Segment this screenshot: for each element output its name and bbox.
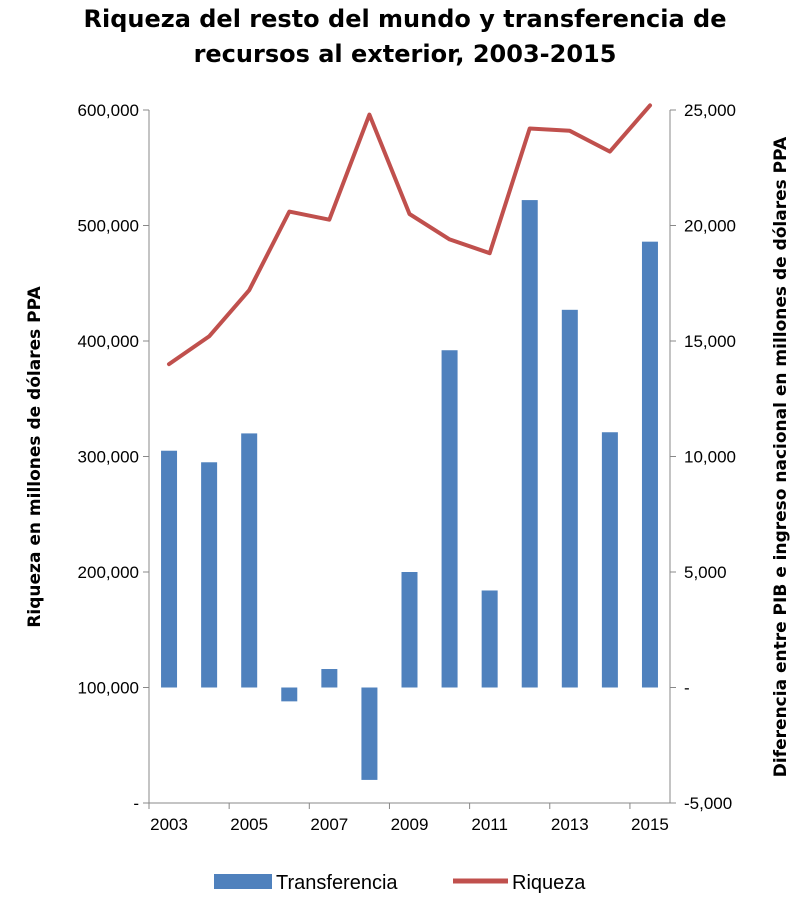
x-tick-label-2011: 2011 [471,815,508,834]
y-right-tick-label: 5,000 [684,563,727,582]
y-left-tick-label: 600,000 [78,101,139,120]
line-series [167,103,652,367]
legend-swatch-transferencia [214,874,272,889]
bar-transferencia-2015 [641,241,658,688]
y-right-tick-label: -5,000 [684,794,732,813]
bar-transferencia-2005 [241,433,258,688]
y-left-tick-label: 400,000 [78,332,139,351]
bar-transferencia-2004 [201,462,218,688]
y-right-tick-label: 20,000 [684,217,736,236]
y-right-tick-label: 25,000 [684,101,736,120]
x-tick-label-2003: 2003 [150,815,188,834]
bar-transferencia-2014 [601,432,618,688]
y-right-tick-label: - [684,679,690,698]
y-axis-right-label: Diferencia entre PIB e ingreso nacional … [771,136,791,777]
bar-transferencia-2007 [321,669,338,688]
x-tick-label-2013: 2013 [551,815,589,834]
legend: Transferencia Riqueza [214,872,586,894]
y-right-tick-label: 15,000 [684,332,736,351]
bar-transferencia-2012 [521,200,538,688]
bar-transferencia-2010 [441,350,458,688]
y-right-tick-label: 10,000 [684,448,736,467]
legend-label-transferencia: Transferencia [276,872,398,894]
bar-transferencia-2011 [481,590,498,688]
x-tick-label-2005: 2005 [230,815,268,834]
chart-title-line1: Riqueza del resto del mundo y transferen… [83,5,726,33]
bar-transferencia-2008 [361,687,378,780]
tick-labels: - 100,000 200,000 300,000 400,000 500,000 600,… [78,101,736,834]
legend-label-riqueza: Riqueza [512,872,586,894]
bar-transferencia-2006 [281,687,298,702]
axes [143,109,676,809]
y-axis-left-label: Riqueza en millones de dólares PPA [25,285,45,627]
x-tick-label-2015: 2015 [631,815,669,834]
y-left-tick-label: 100,000 [78,679,139,698]
bar-transferencia-2003 [161,450,178,688]
bar-transferencia-2013 [561,309,578,688]
x-tick-label-2009: 2009 [391,815,429,834]
x-tick-label-2007: 2007 [310,815,348,834]
bar-series [161,200,658,780]
y-left-tick-label: 300,000 [78,448,139,467]
y-left-tick-label: 500,000 [78,217,139,236]
y-left-tick-label: 200,000 [78,563,139,582]
line-riqueza [167,103,652,367]
chart-title-line2: recursos al exterior, 2003-2015 [194,40,617,68]
bar-transferencia-2009 [401,572,418,688]
y-left-tick-label: - [133,794,139,813]
